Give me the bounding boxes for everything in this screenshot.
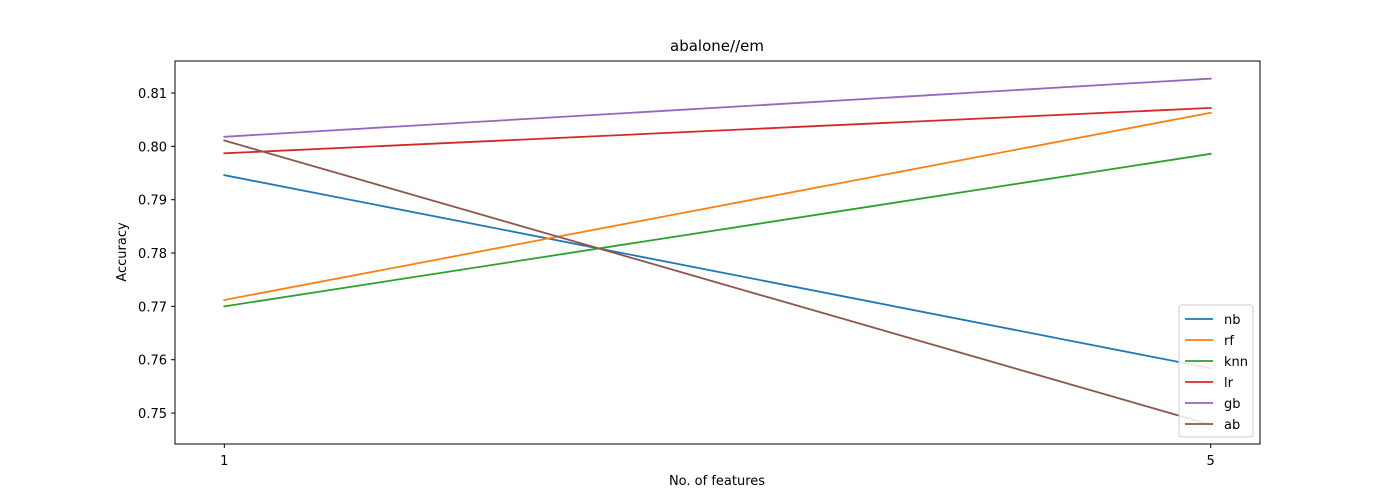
y-tick-label: 0.79 [138, 194, 167, 209]
series-line-gb [223, 77, 1212, 138]
series-line-ab [223, 139, 1212, 426]
y-tick-label: 0.80 [138, 140, 167, 155]
legend-label-rf: rf [1224, 334, 1234, 349]
legend-label-lr: lr [1224, 376, 1234, 391]
plot-lines [223, 77, 1212, 426]
y-tick-label: 0.77 [138, 300, 167, 315]
legend: nb rf knn lr gb ab [1178, 304, 1254, 438]
plot-frame [174, 60, 1261, 445]
series-line-lr [223, 106, 1212, 155]
legend-label-gb: gb [1224, 397, 1241, 412]
y-tick-label: 0.81 [138, 87, 167, 102]
series-line-rf [223, 111, 1212, 302]
series-line-nb [223, 174, 1212, 370]
x-axis-label: No. of features [669, 474, 765, 489]
y-tick-label: 0.75 [138, 407, 167, 422]
y-axis-label: Accuracy [115, 222, 130, 282]
chart-title: abalone//em [670, 37, 764, 55]
legend-label-nb: nb [1224, 313, 1241, 328]
y-tick-label: 0.78 [138, 247, 167, 262]
y-axis-ticks: 0.75 0.76 0.77 0.78 0.79 0.80 0.81 [138, 87, 175, 422]
legend-label-knn: knn [1224, 355, 1248, 370]
x-tick-label: 5 [1207, 454, 1215, 469]
legend-box [1178, 304, 1254, 438]
x-tick-label: 1 [220, 454, 228, 469]
y-tick-label: 0.76 [138, 354, 167, 369]
series-line-knn [223, 152, 1212, 308]
legend-label-ab: ab [1224, 418, 1240, 433]
